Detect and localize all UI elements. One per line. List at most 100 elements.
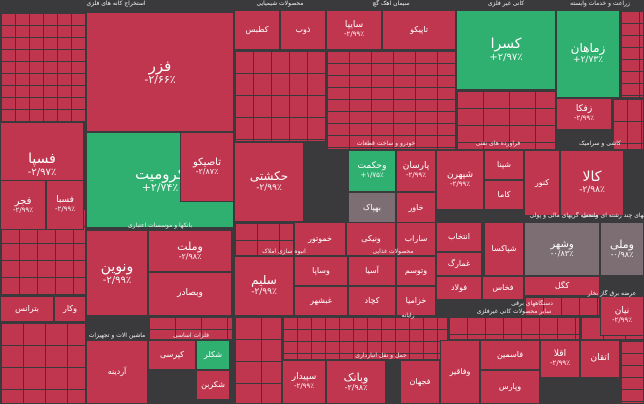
stock-symbol: وحکمت — [357, 161, 387, 172]
stock-tile[interactable]: فخاس — [482, 276, 524, 300]
stock-tile[interactable]: زفکا -۲/۹۹٪ — [556, 98, 612, 130]
stock-symbol: شپهرن — [447, 170, 473, 181]
stock-symbol: کسرا — [490, 35, 522, 52]
stock-tile[interactable]: کچاد — [348, 286, 396, 316]
stock-symbol: وشهر — [550, 239, 574, 251]
minor-stock-tile[interactable] — [524, 296, 600, 316]
stock-change: +۲/۷۳٪ — [573, 54, 603, 65]
stock-tile[interactable]: حکشتی -۲/۹۹٪ — [234, 142, 304, 222]
stock-tile[interactable]: اقلا -۲/۹۹٪ — [540, 340, 580, 378]
minor-stock-tile[interactable] — [234, 50, 326, 142]
stock-tile[interactable]: فاسمین — [480, 340, 540, 370]
minor-stock-tile[interactable] — [620, 10, 644, 98]
stock-tile[interactable]: خزامیا — [396, 286, 436, 316]
sector-label: شرکتهای چند رشته ای صنعتی — [582, 212, 644, 219]
stock-change: -۲/۹۹٪ — [55, 205, 75, 214]
stock-tile[interactable]: وکار — [54, 296, 86, 322]
stock-tile[interactable]: نیان -۲/۹۹٪ — [600, 296, 644, 336]
stock-symbol: کنور — [534, 177, 550, 187]
stock-tile[interactable]: کپرسی — [148, 340, 196, 370]
stock-tile[interactable]: وحکمت +۱/۷۵٪ — [348, 150, 396, 192]
stock-change: -۲/۹۹٪ — [550, 359, 570, 368]
stock-tile[interactable]: غبشهر — [294, 286, 348, 316]
minor-stock-tile[interactable] — [0, 12, 86, 122]
stock-tile[interactable]: تاصیکو -۲/۸۷٪ — [180, 132, 234, 202]
stock-change: -۲/۹۹٪ — [251, 286, 277, 297]
minor-stock-tile[interactable] — [0, 322, 86, 404]
minor-stock-tile[interactable] — [234, 222, 294, 256]
stock-tile[interactable]: فجهان — [400, 360, 440, 404]
stock-symbol: خزامیا — [405, 295, 427, 305]
stock-tile[interactable]: وساپا — [294, 256, 348, 286]
stock-tile[interactable]: وملت -۲/۹۸٪ — [148, 230, 232, 272]
stock-change: -۲/۹۷٪ — [27, 167, 57, 179]
stock-tile[interactable]: وبانک -۲/۹۸٪ — [326, 360, 386, 404]
stock-tile[interactable]: ساراب — [396, 222, 436, 256]
stock-change: -۲/۹۹٪ — [450, 180, 470, 189]
stock-tile[interactable]: شکربن — [196, 370, 230, 400]
stock-tile[interactable]: خاور — [396, 192, 436, 224]
stock-tile[interactable]: پارسان -۲/۹۹٪ — [396, 150, 436, 192]
stock-symbol: غبشهر — [310, 295, 332, 305]
stock-tile[interactable]: غمارگ — [436, 252, 482, 276]
stock-tile[interactable]: وبصادر — [148, 272, 232, 316]
stock-tile[interactable]: آردینه — [86, 340, 148, 404]
stock-tile[interactable]: بهپاک — [348, 192, 396, 224]
stock-tile[interactable]: کگل — [524, 276, 600, 296]
stock-symbol: کاما — [497, 189, 511, 199]
stock-symbol: اقلا — [553, 349, 567, 360]
minor-stock-tile[interactable] — [448, 316, 580, 340]
sector-label: کاشی و سرامیک — [579, 140, 621, 147]
stock-symbol: زفکا — [575, 104, 593, 115]
minor-stock-tile[interactable] — [326, 50, 456, 150]
stock-symbol: ساراب — [404, 233, 428, 243]
stock-symbol: نیان — [614, 306, 630, 317]
stock-tile[interactable]: تاپیکو — [382, 10, 456, 50]
stock-tile[interactable]: ونوین -۲/۹۹٪ — [86, 230, 148, 316]
minor-stock-tile[interactable] — [282, 316, 448, 360]
stock-tile[interactable]: شپهرن -۲/۹۹٪ — [436, 150, 484, 210]
stock-tile[interactable]: سایپا -۲/۹۹٪ — [326, 10, 382, 50]
stock-tile[interactable]: شکلر — [196, 340, 230, 370]
stock-tile[interactable]: انتخاب — [436, 222, 482, 252]
stock-symbol: بترانس — [15, 303, 39, 313]
sector-label: رایانه — [401, 312, 415, 319]
stock-tile[interactable]: وملی -۰/۹۸٪ — [600, 222, 644, 276]
stock-tile[interactable]: وپارس — [480, 370, 540, 404]
stock-tile[interactable]: سلیم -۲/۹۹٪ — [234, 256, 294, 316]
minor-stock-tile[interactable] — [612, 98, 644, 150]
stock-tile[interactable]: شپاکسا — [484, 222, 524, 276]
stock-change: -۲/۹۹٪ — [344, 30, 364, 39]
stock-tile[interactable]: فجر -۲/۹۹٪ — [0, 180, 46, 230]
stock-tile[interactable]: وتوسم — [396, 256, 436, 286]
minor-stock-tile[interactable] — [620, 340, 644, 404]
stock-tile[interactable]: کسرا +۲/۹۷٪ — [456, 10, 556, 90]
stock-tile[interactable]: زماهان +۲/۷۳٪ — [556, 10, 620, 98]
stock-tile[interactable]: کنور — [524, 150, 560, 216]
stock-tile[interactable]: اتقان — [580, 340, 620, 378]
stock-tile[interactable]: وشهر -۰/۸۳٪ — [524, 222, 600, 276]
stock-tile[interactable]: وفاقیر — [440, 340, 480, 404]
stock-tile[interactable]: سپیدار -۲/۹۹٪ — [282, 360, 326, 404]
stock-change: -۲/۹۹٪ — [406, 171, 426, 180]
stock-tile[interactable]: ونیکی — [346, 222, 396, 256]
stock-symbol: وملت — [177, 239, 203, 253]
stock-tile[interactable]: فولاد — [436, 276, 482, 300]
stock-tile[interactable]: ذوب — [280, 10, 326, 50]
stock-symbol: زماهان — [570, 41, 606, 56]
stock-symbol: فخاس — [492, 282, 514, 292]
stock-tile[interactable]: آسیا — [348, 256, 396, 286]
stock-tile[interactable]: کاما — [484, 180, 524, 210]
stock-tile[interactable]: بترانس — [0, 296, 54, 322]
stock-tile[interactable]: کالا -۲/۹۸٪ — [560, 150, 624, 216]
stock-tile[interactable]: کطبس — [234, 10, 280, 50]
stock-tile[interactable]: خموتور — [294, 222, 346, 256]
stock-tile[interactable]: فزر -۲/۶۶٪ — [86, 12, 234, 132]
stock-tile[interactable]: شپنا — [484, 150, 524, 180]
stock-tile[interactable]: فسبا -۲/۹۹٪ — [46, 180, 84, 230]
minor-stock-tile[interactable] — [234, 316, 282, 404]
sector-label: فرآورده های نفتی — [475, 140, 521, 147]
minor-stock-tile[interactable] — [456, 90, 556, 150]
stock-symbol: انتخاب — [448, 231, 470, 241]
